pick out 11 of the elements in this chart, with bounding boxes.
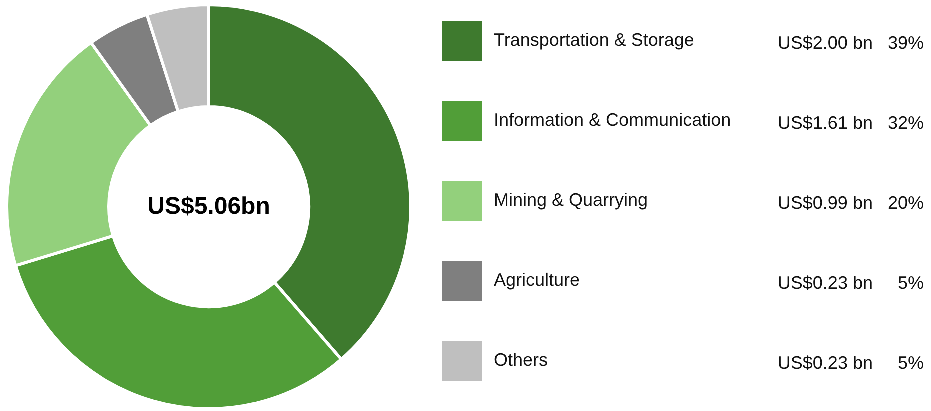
legend-label: Transportation & Storage (494, 30, 694, 50)
legend-label: Information & Communication (494, 110, 732, 130)
data-label: US$0.99 bn 20% (778, 193, 924, 213)
legend-label: Others (494, 350, 548, 370)
legend-label: Mining & Quarrying (494, 190, 648, 210)
data-label: US$1.61 bn 32% (778, 113, 924, 133)
data-label: US$2.00 bn 39% (778, 33, 924, 53)
legend-label: Agriculture (494, 270, 580, 290)
data-label: US$0.23 bn 5% (778, 273, 924, 293)
data-label: US$0.23 bn 5% (778, 353, 924, 373)
text: US$5.06bn (148, 193, 270, 220)
